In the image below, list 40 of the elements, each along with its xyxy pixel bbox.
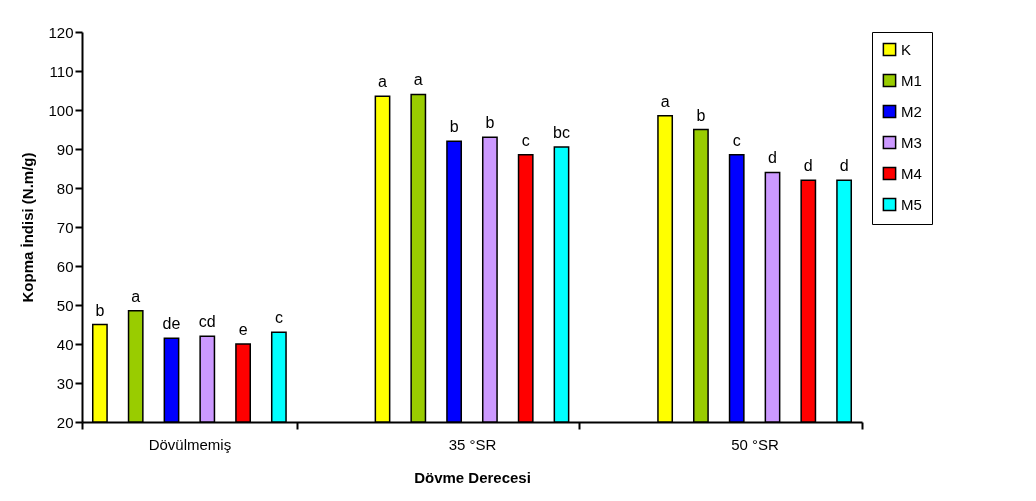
y-tick-label: 120 [48, 23, 74, 41]
annotation: b [485, 114, 495, 132]
y-tick-label: 30 [56, 374, 74, 392]
y-tick-label: 20 [56, 413, 74, 431]
legend-label: M4 [901, 164, 922, 182]
annotation: b [449, 118, 459, 136]
annotation: d [803, 157, 813, 175]
annotation: bc [553, 124, 570, 142]
x-tick-label: Dövülmemiş [148, 435, 232, 453]
annotation: c [732, 131, 741, 149]
legend-label: M3 [901, 133, 922, 151]
annotation: a [413, 71, 423, 89]
y-tick-label: 110 [49, 62, 74, 80]
legend-label: K [901, 40, 912, 58]
annotation: a [131, 287, 141, 305]
annotation: a [378, 73, 388, 91]
legend-label: M1 [901, 71, 922, 89]
annotation: e [238, 321, 248, 338]
y-tick-label: 60 [56, 257, 74, 275]
annotation: c [274, 309, 283, 327]
x-tick-label: 35 °SR [448, 435, 497, 453]
legend-label: M2 [901, 102, 922, 120]
annotation: b [95, 301, 105, 319]
annotation: c [521, 131, 530, 149]
y-tick-label: 70 [56, 218, 74, 236]
x-tick-label: 50 °SR [731, 435, 780, 453]
annotation: cd [198, 313, 216, 331]
annotation: b [696, 106, 706, 124]
annotation: d [839, 157, 849, 175]
annotation: d [768, 149, 777, 167]
x-axis-title: Dövme Derecesi [414, 468, 531, 486]
y-tick-label: 50 [56, 296, 74, 314]
y-tick-label: 80 [56, 179, 74, 197]
y-tick-label: 40 [56, 335, 74, 353]
annotation: de [162, 315, 181, 333]
annotation: a [660, 92, 670, 110]
y-tick-label: 100 [48, 101, 74, 119]
legend-label: M5 [901, 195, 922, 213]
y-axis-title: Kopma İndisi (N.m/g) [19, 152, 37, 303]
y-tick-label: 90 [56, 140, 74, 158]
